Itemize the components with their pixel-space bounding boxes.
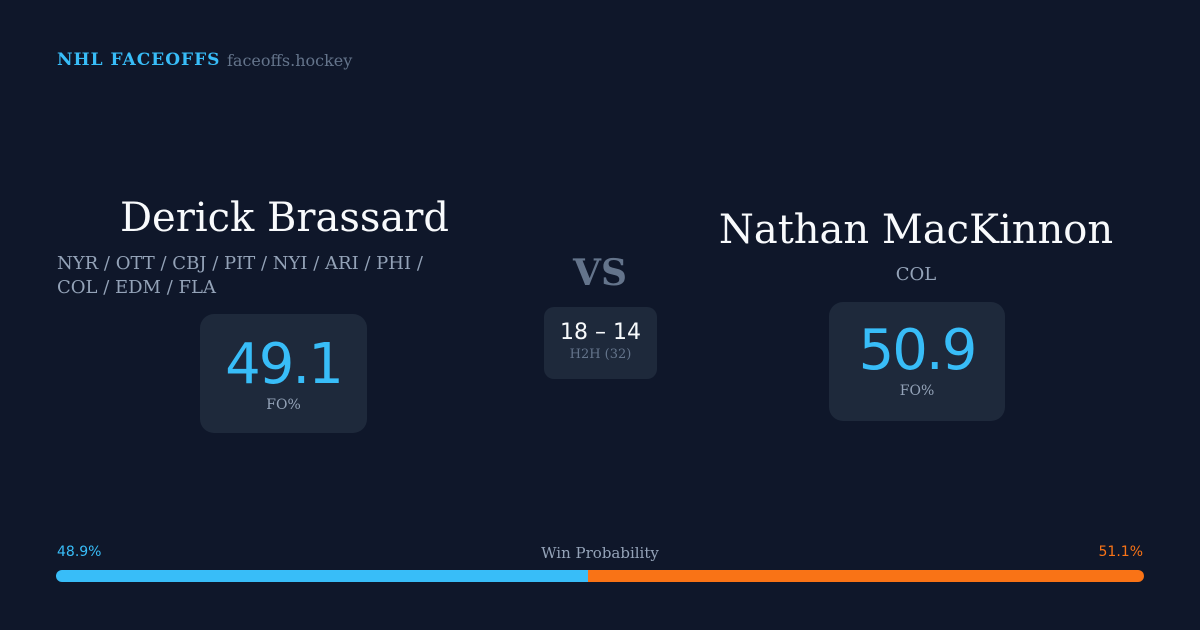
player2-fo-card: 50.9 FO% (829, 302, 1005, 421)
win-prob-bar-right (588, 570, 1144, 582)
brand-title: NHL FACEOFFS (57, 50, 221, 70)
player2-fo-pct: 50.9 (858, 318, 978, 383)
win-prob-bar (56, 570, 1144, 582)
player1-fo-card: 49.1 FO% (200, 314, 367, 433)
player1-name: Derick Brassard (119, 195, 449, 241)
player1-teams: NYR / OTT / CBJ / PIT / NYI / ARI / PHI … (57, 253, 423, 298)
h2h-score: 18 – 14 (560, 320, 641, 345)
site-url: faceoffs.hockey (227, 51, 353, 70)
player2-fo-label: FO% (899, 383, 935, 399)
h2h-label: H2H (32) (569, 347, 632, 362)
win-prob-left: 48.9% (57, 544, 102, 560)
player2-name: Nathan MacKinnon (718, 207, 1114, 253)
win-prob-bar-left (56, 570, 589, 582)
player2-teams: COL (895, 264, 937, 285)
player1-fo-pct: 49.1 (225, 332, 344, 397)
win-prob-right: 51.1% (1098, 544, 1143, 560)
vs-label: VS (573, 252, 627, 294)
h2h-card: 18 – 14 H2H (32) (544, 307, 657, 379)
player1-fo-label: FO% (266, 397, 301, 413)
win-prob-label: Win Probability (541, 544, 659, 562)
